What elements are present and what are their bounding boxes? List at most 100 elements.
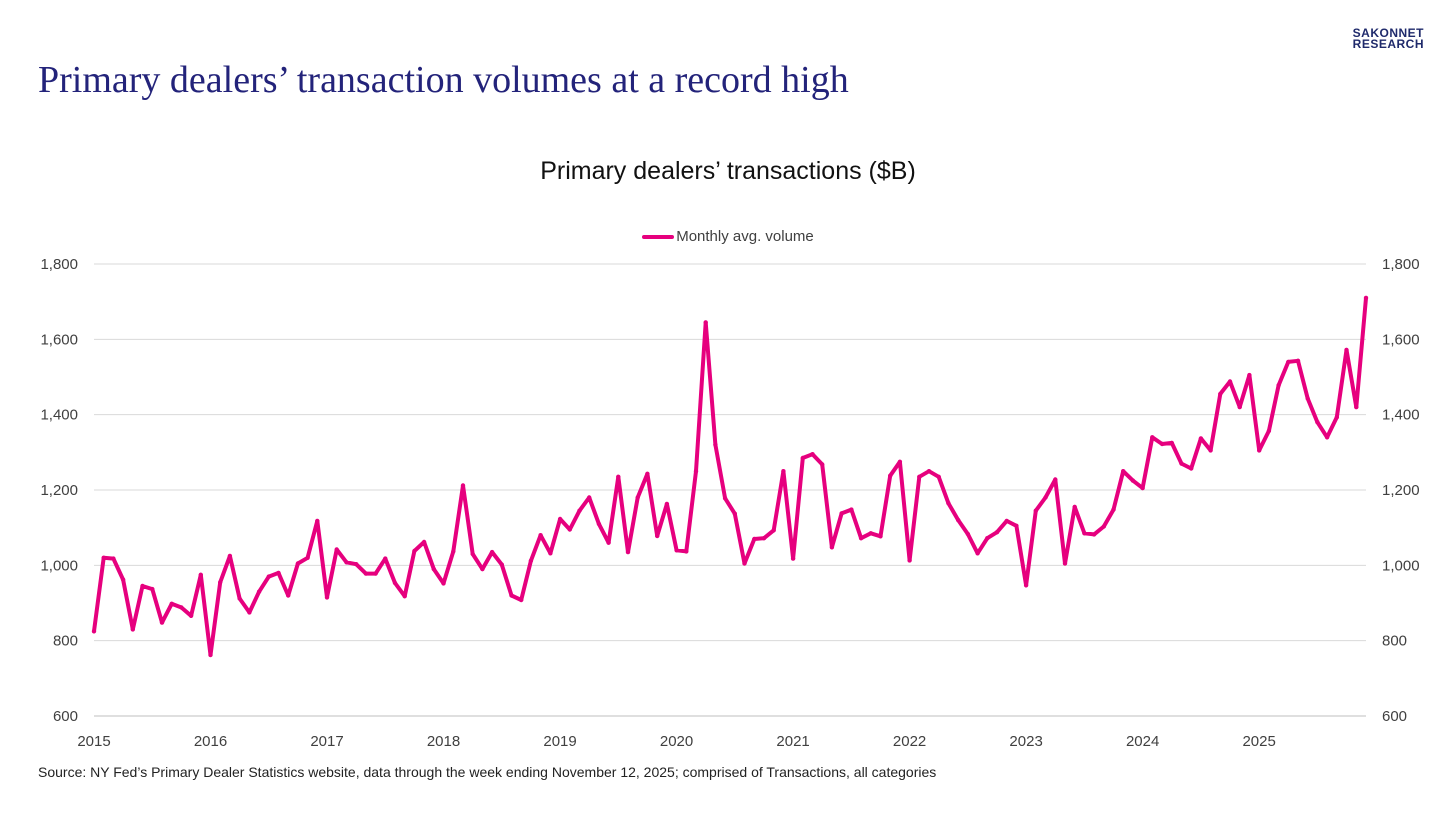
data-point (431, 566, 436, 572)
data-point (383, 556, 388, 561)
data-point (1218, 391, 1223, 397)
data-point (1324, 435, 1330, 440)
data-point (489, 549, 495, 555)
x-tick-label: 2017 (310, 733, 343, 750)
y-tick-label-right: 1,000 (1382, 557, 1420, 574)
data-point (752, 536, 757, 542)
data-point (324, 595, 330, 600)
data-point (664, 501, 670, 507)
data-point (858, 536, 864, 541)
brand-logo-line1: SAKONNET (1352, 26, 1424, 40)
data-point (150, 586, 155, 592)
y-tick-label-right: 1,600 (1382, 331, 1420, 348)
y-tick-label-left: 1,800 (40, 256, 78, 273)
data-point (548, 551, 553, 556)
y-tick-label-left: 1,600 (40, 331, 78, 348)
data-point (975, 551, 980, 556)
data-point (538, 533, 543, 538)
data-point (169, 601, 174, 606)
data-point (1043, 495, 1048, 500)
data-point (179, 605, 184, 610)
data-point (1276, 383, 1281, 388)
data-point (1004, 518, 1009, 524)
series-line-0 (92, 295, 1368, 657)
data-point (606, 540, 611, 545)
data-point (91, 629, 97, 634)
data-point (722, 496, 728, 501)
data-point (635, 495, 640, 500)
data-point (1169, 440, 1175, 446)
legend-line-swatch (642, 234, 675, 239)
data-point (315, 518, 320, 524)
data-point (810, 452, 815, 457)
data-point (645, 471, 650, 476)
data-point (1159, 441, 1165, 447)
data-point (1227, 379, 1233, 384)
gridlines (94, 263, 1366, 717)
data-point (334, 547, 339, 552)
data-point (441, 581, 446, 586)
data-point (1072, 504, 1077, 510)
data-point (713, 442, 718, 447)
data-point (781, 469, 786, 474)
data-point (1305, 396, 1310, 401)
data-point (237, 596, 242, 601)
data-point (1082, 531, 1087, 536)
data-point (849, 507, 854, 512)
data-point (276, 570, 281, 576)
data-point (946, 501, 951, 506)
data-point (771, 528, 776, 533)
data-point (820, 462, 825, 467)
data-point (1198, 436, 1204, 441)
data-point (266, 574, 271, 579)
data-point (868, 531, 873, 536)
data-point (684, 549, 689, 554)
data-point (1363, 295, 1369, 301)
data-point (1354, 404, 1359, 410)
y-tick-label-right: 800 (1382, 633, 1407, 650)
data-point (1033, 508, 1039, 513)
source-note: Source: NY Fed’s Primary Dealer Statisti… (38, 764, 937, 780)
data-point (936, 474, 941, 479)
data-point (596, 521, 602, 527)
data-point (693, 469, 699, 474)
data-point (703, 320, 708, 325)
data-point (732, 511, 737, 516)
y-tick-label-right: 600 (1382, 708, 1407, 725)
data-point (888, 473, 893, 478)
brand-logo-line2: RESEARCH (1352, 37, 1424, 51)
data-point (1344, 347, 1349, 353)
x-tick-label: 2023 (1009, 733, 1042, 750)
data-point (392, 580, 398, 586)
data-point (421, 539, 427, 545)
data-point (1014, 523, 1019, 528)
data-point (742, 561, 747, 566)
x-tick-label: 2020 (660, 733, 693, 750)
data-point (295, 561, 301, 566)
data-point (985, 536, 990, 541)
axes: 600 600 800 800 1,000 1,000 1,200 1,200 1,400 1,4… (40, 256, 1419, 750)
data-point (1121, 469, 1126, 474)
y-tick-label-left: 1,400 (40, 407, 78, 424)
data-point (305, 555, 310, 560)
data-point (247, 610, 252, 615)
data-point (1062, 561, 1068, 566)
page-title: Primary dealers’ transaction volumes at … (38, 59, 849, 101)
data-point (188, 613, 194, 618)
data-point (1150, 435, 1155, 440)
data-point (1286, 359, 1291, 365)
data-point (373, 571, 378, 576)
data-point (363, 571, 369, 576)
data-point (655, 533, 660, 539)
y-tick-label-left: 1,200 (40, 482, 78, 499)
data-point (1053, 477, 1058, 482)
data-point (1130, 478, 1136, 483)
data-point (499, 562, 504, 567)
data-point (208, 652, 213, 658)
data-point (1111, 507, 1116, 512)
data-point (460, 483, 466, 488)
data-point (897, 459, 903, 464)
data-point (130, 627, 135, 632)
chart-title: Primary dealers’ transactions ($B) (540, 157, 916, 185)
data-point (1023, 583, 1029, 588)
